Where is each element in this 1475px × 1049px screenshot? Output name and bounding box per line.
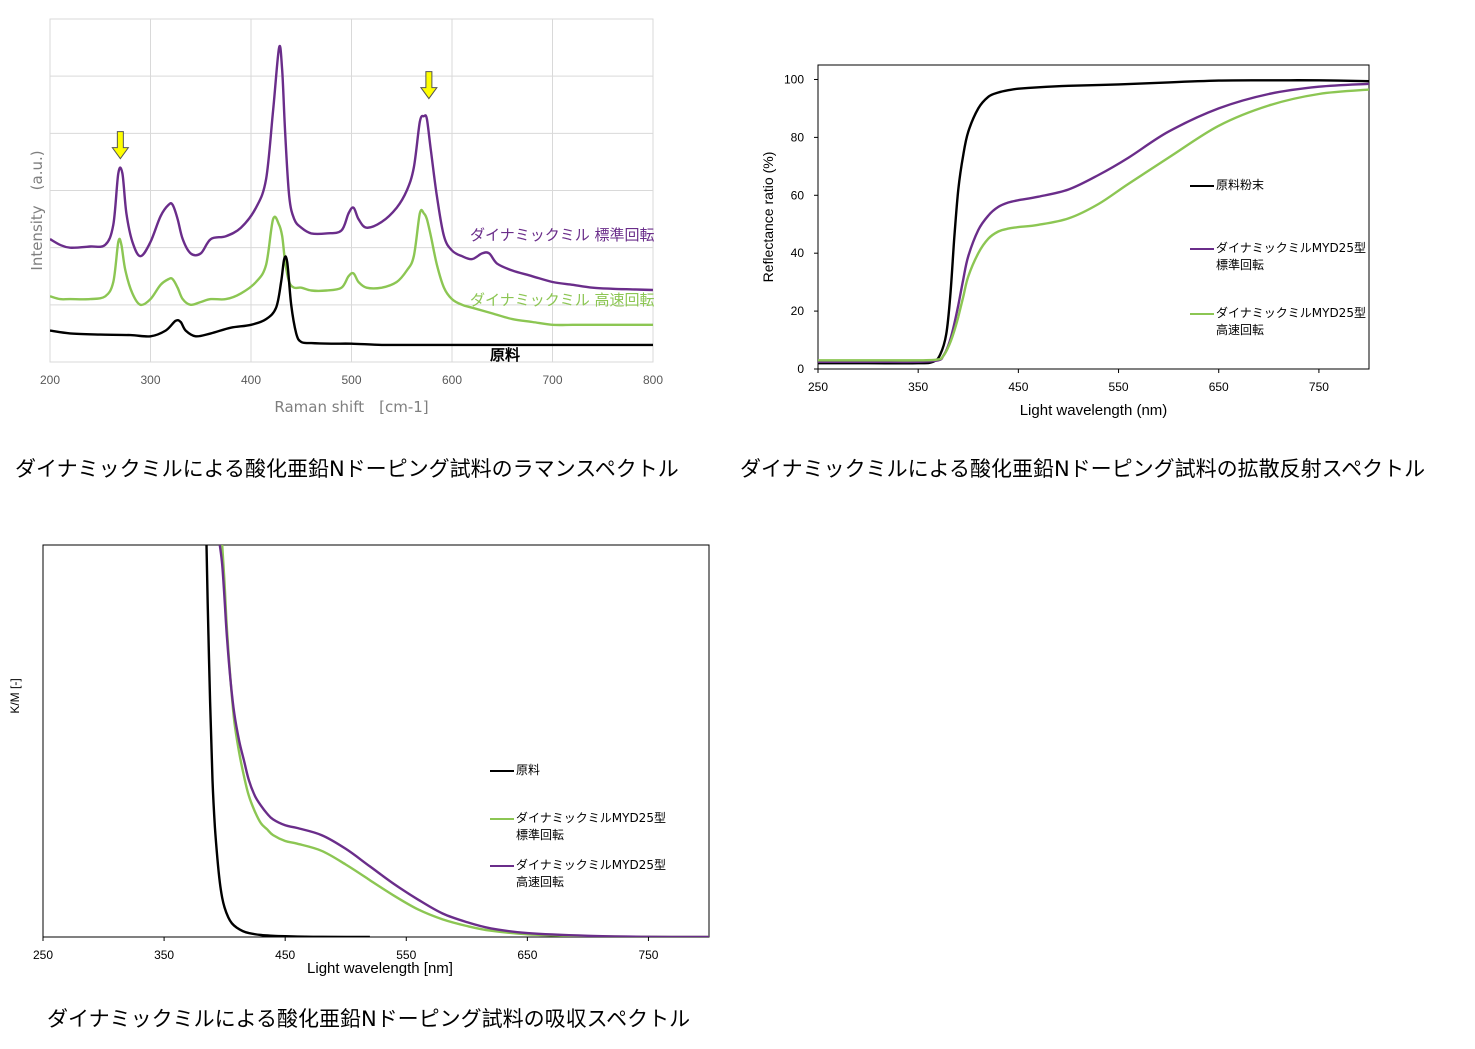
legend-swatch <box>1190 313 1214 315</box>
absorb-y-axis-label: K/M [-] <box>8 678 22 713</box>
absorb-legend-item-1: ダイナミックミルMYD25型 標準回転 <box>490 810 666 844</box>
legend-label-line2: 標準回転 <box>516 828 565 842</box>
legend-label: ダイナミックミルMYD25型 <box>516 858 666 872</box>
raman-x-tick-label: 300 <box>140 373 160 387</box>
raman-peak-arrow-shape <box>111 131 130 160</box>
raman-x-axis-label: Raman shift [cm-1] <box>274 398 428 416</box>
reflect-legend: 原料粉末 ダイナミックミルMYD25型 標準回転 ダイナミックミルMYD25型 … <box>1190 177 1366 339</box>
legend-label: 原料 <box>516 763 541 777</box>
raman-x-tick-label: 500 <box>341 373 361 387</box>
absorb-x-tick-label: 350 <box>154 948 174 962</box>
legend-label-line2: 標準回転 <box>1216 258 1265 272</box>
raman-series-label: ダイナミックミル 標準回転 <box>470 226 654 244</box>
raman-plot-border <box>49 18 654 363</box>
reflect-x-tick-label: 350 <box>908 380 928 394</box>
raman-y-axis-label: Intensity (a.u.) <box>28 150 46 270</box>
raman-x-tick-label: 700 <box>542 373 562 387</box>
legend-label: ダイナミックミルMYD25型 <box>1216 306 1366 320</box>
reflect-caption: ダイナミックミルによる酸化亜鉛Nドーピング試料の拡散反射スペクトル <box>740 457 1426 481</box>
absorb-legend-item-2: ダイナミックミルMYD25型 高速回転 <box>490 857 666 891</box>
reflect-x-tick-label: 750 <box>1309 380 1329 394</box>
raman-x-tick-label: 400 <box>241 373 261 387</box>
reflect-x-tick-label: 450 <box>1008 380 1028 394</box>
reflect-y-axis-label: Reflectance ratio (%) <box>760 152 776 283</box>
reflect-legend-item-2: ダイナミックミルMYD25型 高速回転 <box>1190 305 1366 339</box>
raman-x-tick-label: 800 <box>643 373 663 387</box>
raman-peak-arrow-icon <box>419 71 438 100</box>
raman-series-line-2 <box>50 255 653 347</box>
absorb-legend: 原料 ダイナミックミルMYD25型 標準回転 ダイナミックミルMYD25型 高速… <box>490 762 666 891</box>
reflect-series-line-2 <box>818 88 1369 362</box>
absorb-x-tick-label: 550 <box>396 948 416 962</box>
legend-label: 原料粉末 <box>1216 178 1265 192</box>
legend-label: ダイナミックミルMYD25型 <box>516 811 666 825</box>
absorb-series-line-2 <box>218 545 709 937</box>
reflect-x-tick-label: 650 <box>1209 380 1229 394</box>
absorb-x-tick-label: 750 <box>638 948 658 962</box>
reflect-y-tick-label: 40 <box>791 246 805 260</box>
reflect-x-tick-label: 250 <box>808 380 828 394</box>
legend-swatch <box>1190 185 1214 187</box>
raman-x-tick-label: 200 <box>40 373 60 387</box>
reflect-plot-border <box>817 64 1370 370</box>
raman-series-line-1 <box>50 208 653 327</box>
reflect-series-line-0 <box>818 79 1369 365</box>
raman-caption: ダイナミックミルによる酸化亜鉛Nドーピング試料のラマンスペクトル <box>15 457 679 481</box>
absorb-caption: ダイナミックミルによる酸化亜鉛Nドーピング試料の吸収スペクトル <box>47 1007 691 1031</box>
reflect-y-tick-label: 0 <box>797 362 804 376</box>
reflect-legend-item-0: 原料粉末 <box>1190 177 1366 194</box>
raman-series-line-0 <box>50 44 653 292</box>
absorb-x-axis-label: Light wavelength [nm] <box>307 960 453 977</box>
reflect-legend-item-1: ダイナミックミルMYD25型 標準回転 <box>1190 240 1366 274</box>
raman-peak-arrow-shape <box>419 71 438 100</box>
raman-x-tick-label: 600 <box>442 373 462 387</box>
legend-swatch <box>490 865 514 867</box>
absorb-legend-item-0: 原料 <box>490 762 666 779</box>
absorb-x-tick-label: 650 <box>517 948 537 962</box>
absorb-x-tick-label: 450 <box>275 948 295 962</box>
legend-label: ダイナミックミルMYD25型 <box>1216 241 1366 255</box>
reflect-y-tick-label: 80 <box>791 130 805 144</box>
legend-swatch <box>490 818 514 820</box>
reflect-x-tick-label: 550 <box>1109 380 1129 394</box>
reflect-x-axis-label: Light wavelength (nm) <box>1020 402 1168 419</box>
legend-swatch <box>490 770 514 772</box>
reflect-y-tick-label: 20 <box>791 304 805 318</box>
reflect-y-tick-label: 60 <box>791 188 805 202</box>
legend-label-line2: 高速回転 <box>516 875 565 889</box>
legend-swatch <box>1190 248 1214 250</box>
legend-label-line2: 高速回転 <box>1216 323 1265 337</box>
raman-series-label: ダイナミックミル 高速回転 <box>470 291 654 309</box>
absorb-plot-border <box>42 544 710 938</box>
reflect-y-tick-label: 100 <box>784 72 804 86</box>
absorb-x-tick-label: 250 <box>33 948 53 962</box>
absorb-series-line-1 <box>221 545 709 937</box>
raman-peak-arrow-icon <box>111 131 130 160</box>
raman-series-label: 原料 <box>490 346 520 364</box>
absorb-series-line-0 <box>205 545 370 937</box>
